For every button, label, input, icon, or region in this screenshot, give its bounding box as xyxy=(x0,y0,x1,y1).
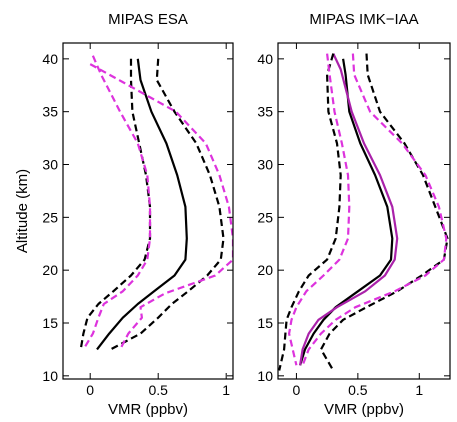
y-tick-label: 30 xyxy=(42,157,58,173)
series-line-6 xyxy=(288,53,351,366)
y-tick-label: 10 xyxy=(42,368,58,384)
series-group xyxy=(79,55,233,351)
y-tick-label: 40 xyxy=(42,51,58,67)
y-tick-label: 15 xyxy=(257,315,273,331)
panel-title: MIPAS IMK−IAA xyxy=(309,11,418,28)
y-axis-title: Altitude (km) xyxy=(14,169,31,253)
plot-frame xyxy=(277,42,451,380)
y-tick-label: 35 xyxy=(257,104,273,120)
panel-mipas-imk-iaa: MIPAS IMK−IAA 0 0.5 1 10 15 20 25 30 35 40 VMR (p… xyxy=(257,11,451,418)
y-tick-label: 10 xyxy=(257,368,273,384)
x-tick-label: 1 xyxy=(415,382,423,398)
plot-frame xyxy=(62,42,234,380)
series-line-2 xyxy=(110,58,225,351)
series-line-4 xyxy=(278,53,342,371)
series-line-1 xyxy=(299,58,394,366)
x-tick-label: 0 xyxy=(293,382,301,398)
y-tick-label: 25 xyxy=(42,209,58,225)
panel-title: MIPAS ESA xyxy=(108,11,188,28)
y-tick-label: 30 xyxy=(257,157,273,173)
panel-mipas-esa: MIPAS ESA 0 0.5 1 10 15 20 25 30 35 40 VMR (ppbv)… xyxy=(14,11,234,418)
series-line-4 xyxy=(89,63,233,350)
y-tick-label: 25 xyxy=(257,209,273,225)
series-line-5 xyxy=(82,55,152,350)
series-line-3 xyxy=(79,58,152,350)
x-axis-title: VMR (ppbv) xyxy=(324,401,404,418)
series-line-1 xyxy=(96,58,188,351)
series-line-3 xyxy=(319,53,449,372)
x-axis-title: VMR (ppbv) xyxy=(108,401,188,418)
y-tick-label: 15 xyxy=(42,315,58,331)
y-tick-label: 40 xyxy=(257,51,273,67)
series-group xyxy=(278,53,449,372)
series-line-2 xyxy=(299,53,399,366)
tick-group: 0 0.5 1 10 15 20 25 30 35 40 xyxy=(257,43,450,398)
y-tick-label: 20 xyxy=(42,262,58,278)
tick-group: 0 0.5 1 10 15 20 25 30 35 40 xyxy=(42,43,233,398)
y-tick-label: 20 xyxy=(257,262,273,278)
y-tick-label: 35 xyxy=(42,104,58,120)
x-tick-label: 0 xyxy=(86,382,94,398)
x-tick-label: 1 xyxy=(222,382,230,398)
x-tick-label: 0.5 xyxy=(348,382,368,398)
x-tick-label: 0.5 xyxy=(148,382,168,398)
series-line-5 xyxy=(301,53,448,366)
